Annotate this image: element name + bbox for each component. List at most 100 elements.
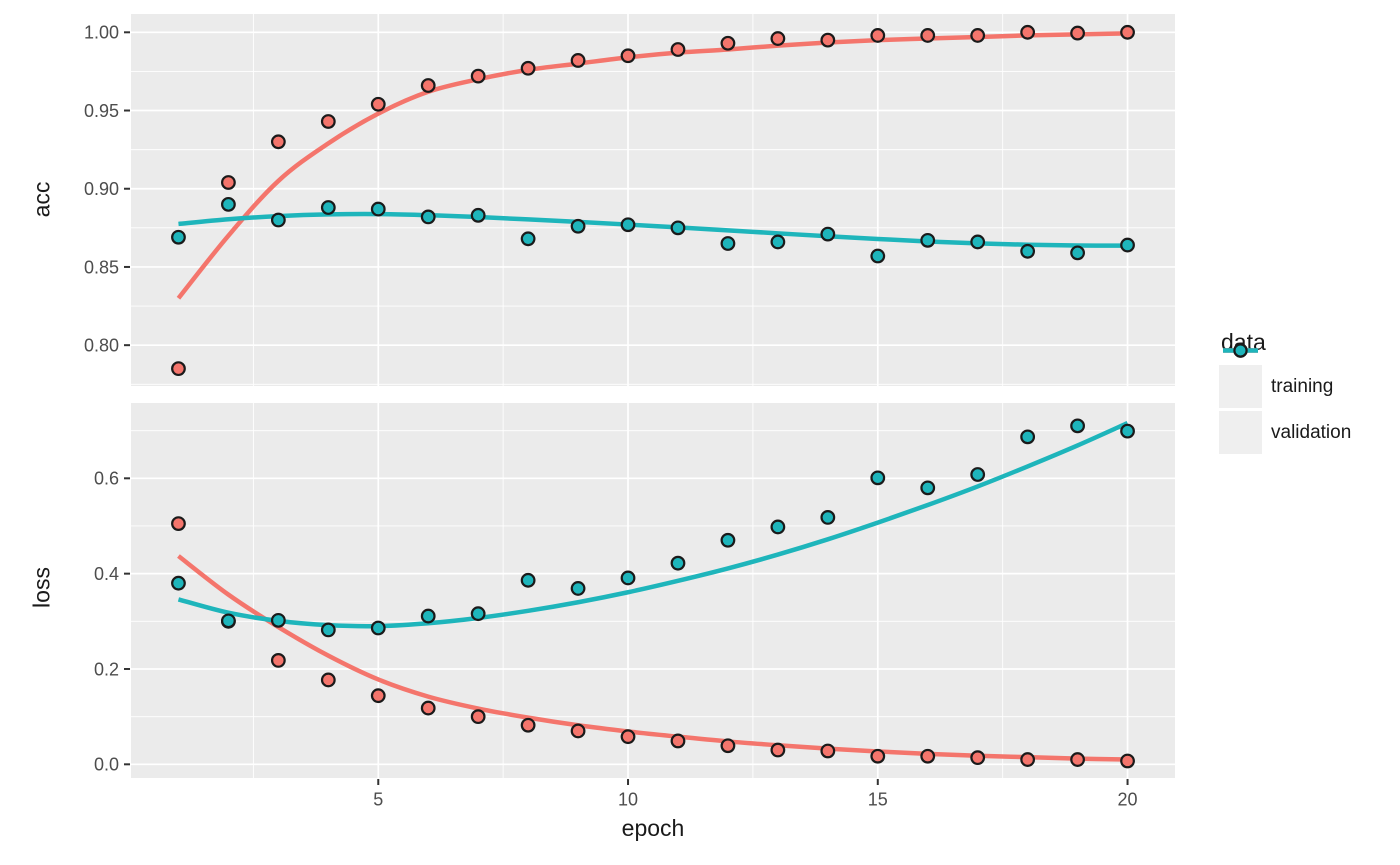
point	[670, 733, 686, 749]
panel-acc	[131, 14, 1175, 386]
point	[520, 60, 536, 76]
x-axis-title: epoch	[621, 815, 685, 841]
point	[870, 28, 886, 43]
point	[270, 134, 286, 150]
x-tick-label: 20	[1118, 789, 1138, 809]
point	[420, 78, 436, 93]
point	[320, 200, 336, 215]
point	[570, 218, 586, 234]
point	[370, 688, 386, 704]
point	[620, 729, 636, 745]
y-tick-label: 0.4	[94, 564, 119, 584]
point	[470, 207, 486, 223]
point	[221, 196, 236, 212]
point	[1120, 24, 1135, 40]
point	[1020, 243, 1036, 259]
point	[620, 48, 636, 64]
points-validation-loss	[171, 418, 1135, 638]
point	[870, 470, 886, 486]
point	[1020, 752, 1036, 767]
point	[171, 361, 186, 377]
point	[171, 229, 186, 245]
point	[920, 232, 936, 248]
point	[720, 35, 736, 51]
point	[520, 572, 536, 588]
point	[570, 581, 586, 596]
point	[1070, 25, 1085, 41]
point	[470, 606, 486, 622]
point	[270, 612, 286, 628]
point	[720, 236, 736, 251]
point	[1070, 752, 1085, 767]
y-axis-loss: 0.0 0.2 0.4 0.6	[94, 469, 130, 775]
point	[320, 114, 336, 129]
legend-label-training: training	[1271, 375, 1334, 397]
panel-background-acc	[131, 14, 1175, 386]
legend-entry-validation: validation	[1219, 343, 1352, 454]
point	[1070, 245, 1085, 261]
legend: data training validation	[1219, 329, 1351, 457]
point	[370, 201, 386, 217]
y-axis-title-loss: loss	[28, 567, 55, 608]
y-tick-label: 0.80	[84, 335, 119, 355]
point	[870, 248, 886, 264]
point	[1120, 423, 1135, 439]
point	[720, 738, 736, 754]
legend-key-validation-glyph	[1223, 343, 1258, 358]
point	[221, 175, 236, 190]
grid-major-acc	[131, 14, 1175, 386]
point	[670, 42, 686, 57]
point	[221, 613, 236, 629]
point	[470, 68, 486, 84]
x-axis: 5 10 15 20	[373, 779, 1138, 809]
y-tick-label: 0.6	[94, 469, 119, 489]
point	[171, 516, 186, 531]
point	[820, 510, 836, 525]
point	[720, 532, 736, 548]
panel-loss	[131, 403, 1175, 778]
point	[770, 519, 786, 535]
point	[1020, 24, 1036, 40]
y-tick-label: 0.85	[84, 257, 119, 277]
y-axis-acc: 0.80 0.85 0.90 0.95 1.00	[84, 23, 130, 355]
y-axis-title-acc: acc	[28, 181, 55, 218]
point	[820, 743, 836, 759]
point	[1020, 429, 1036, 445]
point	[820, 32, 836, 48]
y-tick-label: 0.0	[94, 755, 119, 775]
point	[320, 672, 336, 688]
point	[770, 742, 786, 758]
point	[420, 700, 436, 716]
point	[870, 748, 886, 764]
point	[620, 570, 636, 586]
x-tick-label: 5	[373, 789, 383, 809]
point	[970, 28, 986, 43]
point	[520, 231, 536, 247]
point	[970, 467, 986, 482]
legend-point-validation	[1233, 343, 1248, 358]
point	[270, 653, 286, 668]
legend-label-validation: validation	[1271, 421, 1352, 443]
point	[270, 212, 286, 228]
point	[520, 717, 536, 733]
point	[171, 575, 186, 591]
point	[1070, 418, 1085, 434]
point	[970, 234, 986, 250]
point	[920, 480, 936, 496]
point	[370, 96, 386, 112]
y-tick-label: 0.95	[84, 101, 119, 121]
points-training-loss	[171, 516, 1135, 769]
y-tick-label: 0.90	[84, 179, 119, 199]
points-validation-acc	[171, 196, 1135, 264]
y-tick-label: 0.2	[94, 659, 119, 679]
point	[670, 220, 686, 236]
point	[320, 622, 336, 638]
panel-background-loss	[131, 403, 1175, 778]
point	[620, 217, 636, 233]
grid-minor-loss	[131, 403, 1175, 778]
point	[770, 234, 786, 250]
y-tick-label: 1.00	[84, 23, 119, 43]
point	[470, 709, 486, 725]
